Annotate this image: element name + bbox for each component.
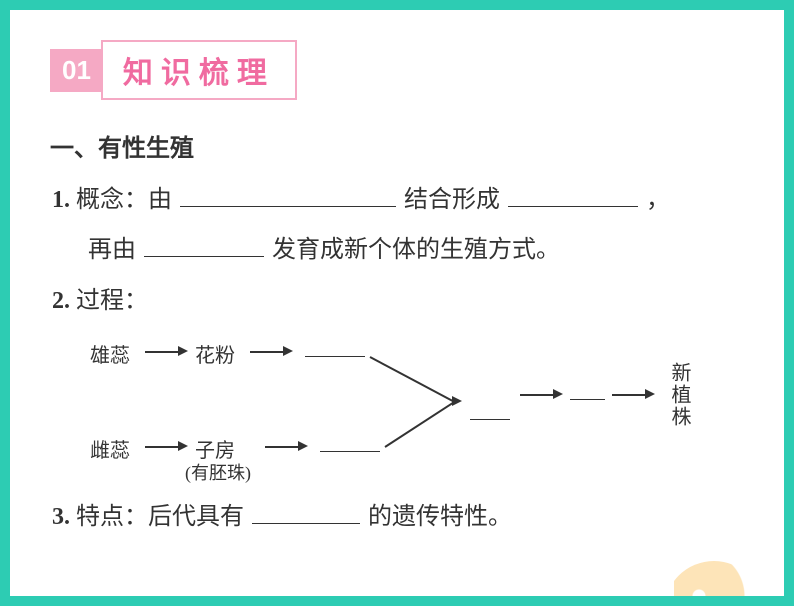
item1-text1: 概念：由 [76, 187, 172, 213]
concept-line-1: 1. 概念：由 结合形成 ， [50, 175, 744, 225]
trait-line: 3. 特点：后代具有 的遗传特性。 [50, 492, 744, 542]
arrow-1-head [178, 346, 188, 356]
item3-text1: 特点：后代具有 [76, 504, 244, 530]
section-number-badge: 01 [50, 49, 103, 92]
diag-newplant: 新植株 [665, 362, 694, 428]
item2-text: 过程： [76, 288, 148, 314]
diag-blank-mid2 [570, 399, 605, 400]
diag-blank-mid1 [470, 419, 510, 420]
arrow-2 [250, 351, 285, 353]
arrow-6 [612, 394, 647, 396]
diag-pollen: 花粉 [195, 339, 235, 368]
title-text: 知识梳理 [123, 57, 275, 90]
header: 01 知识梳理 [50, 40, 744, 100]
arrow-3-head [178, 441, 188, 451]
process-line: 2. 过程： [50, 276, 744, 326]
blank-concept-1 [180, 181, 396, 207]
decorative-corner [674, 556, 754, 596]
diag-ovary-note: (有胚珠) [185, 459, 251, 485]
arrow-1 [145, 351, 180, 353]
arrow-2-head [283, 346, 293, 356]
blank-concept-3 [144, 231, 264, 257]
converge-bottom [384, 400, 456, 448]
arrow-5 [520, 394, 555, 396]
item1-punct: ， [646, 187, 670, 213]
diag-blank-bottom [320, 451, 380, 452]
arrow-6-head [645, 389, 655, 399]
item3-num: 3. [52, 504, 70, 530]
section-heading: 一、有性生殖 [50, 128, 744, 163]
item3-text2: 的遗传特性。 [368, 504, 512, 530]
converge-top [370, 356, 455, 402]
process-diagram: 雄蕊 花粉 雌蕊 子房 (有胚珠) 新植株 [90, 334, 740, 484]
concept-line-2: 再由 发育成新个体的生殖方式。 [50, 225, 744, 275]
page-container: 01 知识梳理 一、有性生殖 1. 概念：由 结合形成 ， 再由 发育成新个体的… [10, 10, 784, 596]
blank-concept-2 [508, 181, 638, 207]
item1-num: 1. [52, 187, 70, 213]
arrow-4 [265, 446, 300, 448]
arrow-5-head [553, 389, 563, 399]
item1-end: 发育成新个体的生殖方式。 [272, 237, 560, 263]
diag-pistil: 雌蕊 [90, 434, 130, 463]
item1-cont: 再由 [88, 237, 136, 263]
converge-head [452, 396, 462, 406]
item1-text2: 结合形成 [404, 187, 500, 213]
arrow-4-head [298, 441, 308, 451]
diag-blank-top [305, 356, 365, 357]
arrow-3 [145, 446, 180, 448]
item2-num: 2. [52, 288, 70, 314]
title-box: 知识梳理 [101, 40, 297, 100]
blank-trait [252, 498, 360, 524]
diag-stamen: 雄蕊 [90, 339, 130, 368]
